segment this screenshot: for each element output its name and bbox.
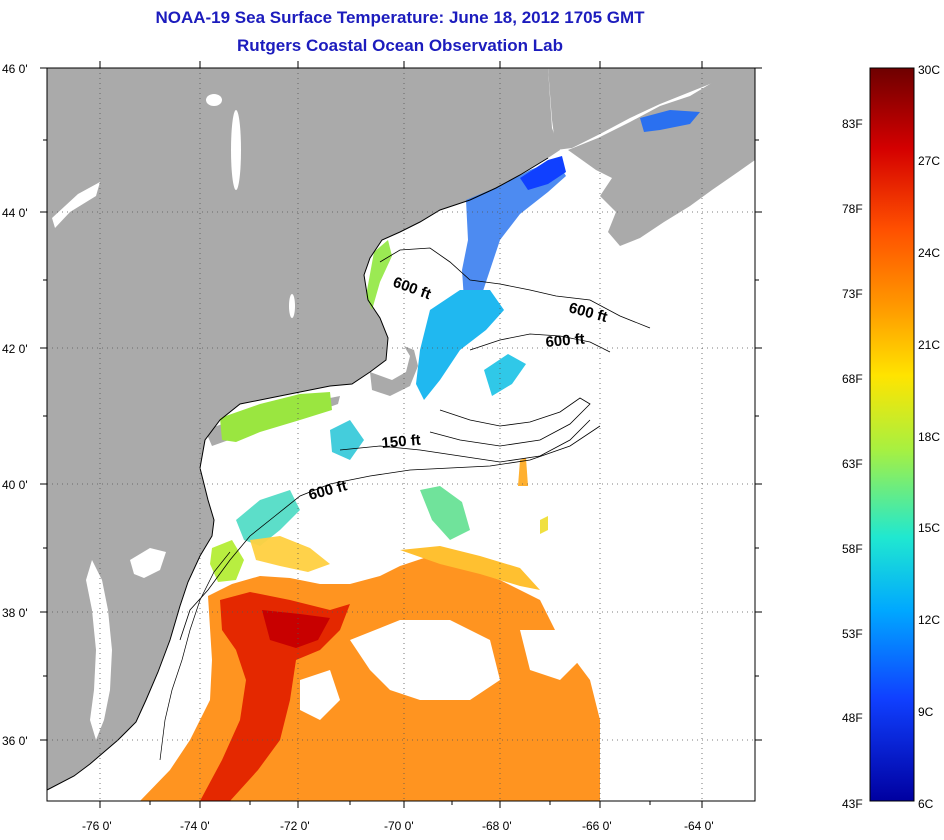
colorbar [869,67,915,802]
sst-warm-patch [518,458,528,486]
inland-lake [289,294,295,318]
colorbar-fahrenheit-label: 73F [842,287,863,301]
sst-cool-bay-of-fundy [640,110,700,132]
contour-nearshore [159,551,231,761]
land-cape-cod [370,346,418,396]
sst-shelf-yellow-green [210,540,244,582]
contour-georges-bank [429,397,591,447]
lat-label: 44 0' [2,206,28,220]
contour-label: 600 ft [545,331,586,351]
colorbar-fahrenheit-label: 78F [842,202,863,216]
sst-shelf-green [420,486,470,540]
lat-label: 40 0' [2,478,28,492]
sst-gulf-stream-hot [200,592,350,801]
cloud-gap [300,670,340,720]
colorbar-fahrenheit-label: 63F [842,457,863,471]
lon-label: -74 0' [180,819,210,833]
colorbar-celsius-label: 18C [918,430,940,444]
colorbar-celsius-label: 21C [918,338,940,352]
sst-warm-filament [250,536,330,572]
sst-coldest-coast [520,156,566,190]
sst-shelf-cyan [330,420,364,460]
lon-label: -64 0' [684,819,714,833]
sst-shelf-ny [220,392,332,442]
lon-label: -68 0' [482,819,512,833]
contour-label: 150 ft [381,432,422,452]
cloud-gap [520,630,580,680]
sst-cool-patch [484,354,526,396]
land-mainland [47,68,560,790]
sst-shelf-south [236,490,300,546]
sst-gulf-stream-core [262,610,330,648]
grid [47,68,755,801]
lat-label: 38 0' [2,606,28,620]
lon-label: -66 0' [582,819,612,833]
lat-label: 36 0' [2,734,28,748]
sst-warm-shelf-ne [366,240,392,310]
colorbar-fahrenheit-label: 68F [842,372,863,386]
sst-warm-filament [400,546,540,590]
lat-label: 42 0' [2,342,28,356]
contour-600ft-georges [469,333,611,353]
sst-cool-central-gulf [416,290,504,400]
axis-ticks [40,61,762,808]
colorbar-fahrenheit-label: 43F [842,797,863,811]
lon-label: -70 0' [384,819,414,833]
contour-150ft [339,419,591,463]
chesapeake-bay [86,560,112,740]
lat-label: 46 0' [2,62,28,76]
lon-label: -76 0' [82,819,112,833]
inland-lake [52,182,100,228]
map-area [47,68,755,801]
colorbar-celsius-label: 27C [918,154,940,168]
colorbar-celsius-label: 12C [918,613,940,627]
inland-lake [231,110,241,190]
map-subtitle: Rutgers Coastal Ocean Observation Lab [237,36,563,55]
colorbar-celsius-label: 6C [918,797,934,811]
colorbar-fahrenheit-label: 53F [842,627,863,641]
colorbar-fahrenheit-label: 83F [842,117,863,131]
delaware-bay [130,548,166,578]
sst-warm-yellow-patch [540,516,548,534]
sst-cold-gulf-of-maine [462,160,566,300]
coastline [47,157,549,791]
inland-lake [206,94,222,106]
map-title: NOAA-19 Sea Surface Temperature: June 18… [155,8,645,27]
colorbar-fahrenheit-label: 48F [842,711,863,725]
contour-600ft-shelf-break [179,425,601,641]
land-nova-scotia [568,70,755,246]
colorbar-celsius-label: 15C [918,521,940,535]
map-frame [46,67,756,802]
lon-label: -72 0' [280,819,310,833]
colorbar-celsius-label: 9C [918,705,934,719]
colorbar-fahrenheit-label: 58F [842,542,863,556]
colorbar-celsius-label: 30C [918,63,940,77]
cloud-gap [350,620,500,700]
colorbar-celsius-label: 24C [918,246,940,260]
